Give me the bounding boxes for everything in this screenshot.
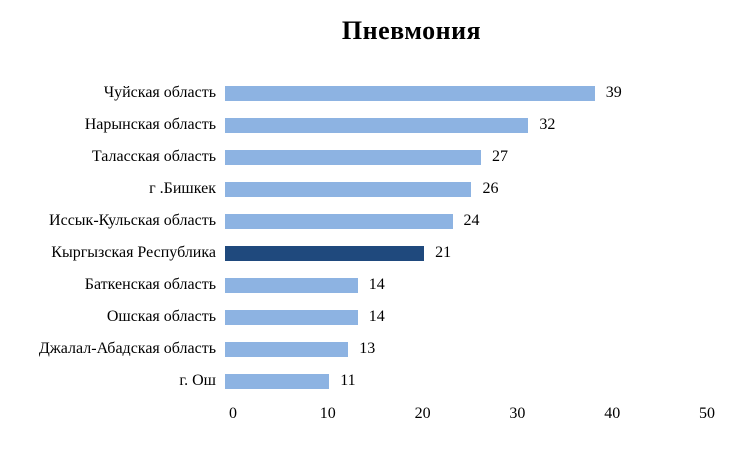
value-label: 14 bbox=[368, 276, 385, 293]
bar-track: 27 bbox=[225, 141, 699, 173]
bar bbox=[225, 341, 349, 357]
bar-row: г .Бишкек 26 bbox=[0, 173, 735, 205]
value-label: 39 bbox=[605, 84, 622, 101]
bar-track: 14 bbox=[225, 301, 699, 333]
category-label: Джалал-Абадская область bbox=[38, 340, 216, 357]
bar-row: Ошская область 14 bbox=[0, 301, 735, 333]
bar-track: 11 bbox=[225, 365, 699, 397]
category-label: Иссык-Кульская область bbox=[49, 212, 216, 229]
bar bbox=[225, 85, 595, 101]
bar bbox=[225, 149, 481, 165]
bar-track: 14 bbox=[225, 269, 699, 301]
bar-row: Джалал-Абадская область 13 bbox=[0, 333, 735, 365]
bar-row: г. Ош 11 bbox=[0, 365, 735, 397]
category-label: г .Бишкек bbox=[149, 180, 216, 197]
category-label: Ошская область bbox=[106, 308, 216, 325]
bar-track: 21 bbox=[225, 237, 699, 269]
x-tick-label: 20 bbox=[414, 405, 431, 422]
bar bbox=[225, 309, 358, 325]
bar-track: 26 bbox=[225, 173, 699, 205]
bar-row: Таласская область 27 bbox=[0, 141, 735, 173]
bar bbox=[225, 245, 425, 261]
bar bbox=[225, 277, 358, 293]
x-tick-label: 30 bbox=[509, 405, 526, 422]
x-axis: 0 10 20 30 40 50 bbox=[229, 405, 715, 428]
chart-title: Пневмония bbox=[341, 16, 482, 45]
bar bbox=[225, 213, 453, 229]
category-label: Чуйская область bbox=[103, 84, 216, 101]
value-label: 32 bbox=[539, 116, 556, 133]
bar-track: 24 bbox=[225, 205, 699, 237]
bar-row: Кыргызская Республика 21 bbox=[0, 237, 735, 269]
value-label: 13 bbox=[359, 340, 376, 357]
category-label: Баткенская область bbox=[84, 276, 216, 293]
value-label: 11 bbox=[340, 372, 356, 389]
category-label: Нарынская область bbox=[84, 116, 216, 133]
value-label: 27 bbox=[491, 148, 508, 165]
x-tick-label: 50 bbox=[699, 405, 715, 422]
x-tick-label: 0 bbox=[229, 405, 237, 422]
bar-track: 39 bbox=[225, 77, 699, 109]
bar bbox=[225, 181, 472, 197]
category-label: Таласская область bbox=[91, 148, 216, 165]
bar-track: 13 bbox=[225, 333, 699, 365]
bar-row: Нарынская область 32 bbox=[0, 109, 735, 141]
x-tick-label: 40 bbox=[604, 405, 621, 422]
bar bbox=[225, 373, 330, 389]
bar-row: Баткенская область 14 bbox=[0, 269, 735, 301]
value-label: 26 bbox=[482, 180, 499, 197]
value-label: 14 bbox=[368, 308, 385, 325]
value-label: 21 bbox=[435, 244, 452, 261]
bar-track: 32 bbox=[225, 109, 699, 141]
bar bbox=[225, 117, 529, 133]
value-label: 24 bbox=[463, 212, 480, 229]
bar-row: Чуйская область 39 bbox=[0, 77, 735, 109]
category-label: г. Ош bbox=[179, 372, 216, 389]
x-tick-label: 10 bbox=[319, 405, 336, 422]
bar-row: Иссык-Кульская область 24 bbox=[0, 205, 735, 237]
plot-area: Чуйская область 39 Нарынская область 32 Тала… bbox=[0, 77, 735, 397]
category-label: Кыргызская Республика bbox=[51, 244, 216, 261]
